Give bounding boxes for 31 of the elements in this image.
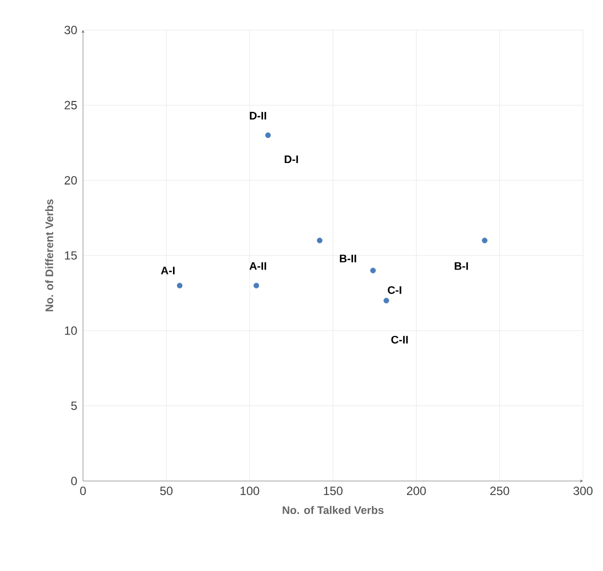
y-tick-label: 25 [64,100,77,110]
point [482,238,488,244]
x-axis-title: No. of Talked Verbs [282,506,384,514]
annotation: B-II [340,254,356,262]
point [384,298,390,304]
point [265,132,271,138]
x-tick-label: 200 [406,486,426,496]
point [254,282,260,288]
y-tick-label: 0 [71,476,77,486]
x-tick-label: 100 [240,486,260,496]
x-tick-label: 150 [324,486,343,496]
x-tick-label: 50 [160,486,173,496]
annotation: A-II [249,262,266,270]
x-tick-label: 250 [490,486,510,496]
point [370,268,376,274]
annotation: C-I [388,286,402,294]
point [176,282,182,288]
annotation: C-II [391,336,408,344]
point [316,238,322,244]
annotation: D-I [284,156,298,164]
y-axis-title: No. of Different Verbs [45,199,54,312]
y-tick-label: 10 [64,326,77,335]
annotation: A-I [160,266,175,274]
annotation: B-I [454,262,468,270]
y-tick-label: 20 [64,176,77,185]
x-tick-label: 0 [80,486,86,496]
x-tick-label: 300 [573,486,593,496]
y-tick-label: 15 [64,251,77,260]
annotation: D-II [250,112,266,120]
y-tick-label: 30 [64,26,77,34]
y-tick-label: 5 [71,402,77,410]
